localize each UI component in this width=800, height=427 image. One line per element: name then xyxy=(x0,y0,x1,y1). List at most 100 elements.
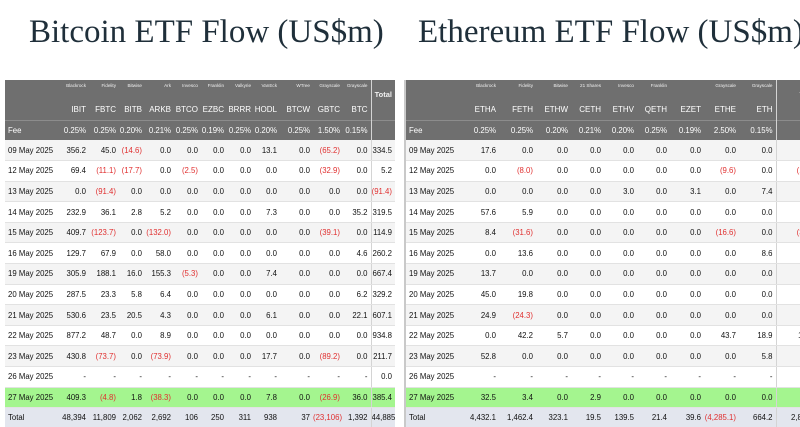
flow-value-cell: 0.0 xyxy=(637,325,670,347)
flow-value-cell: 0.0 xyxy=(536,387,571,409)
flow-value-cell: 0.0 xyxy=(536,222,571,244)
flow-value-cell: 530.6 xyxy=(58,304,89,326)
flow-value-cell: - xyxy=(604,366,637,388)
flow-value-cell: 6.1 xyxy=(254,304,280,326)
flow-value-cell: (32.9) xyxy=(313,160,343,182)
date-cell: 27 May 2025 xyxy=(5,387,58,409)
flow-row: 22 May 2025 0.0 42.2 5.7 0.0 0.0 0.0 0.0 43.7 18.… xyxy=(406,325,800,347)
flow-value-cell: 114.9 xyxy=(370,222,395,244)
flow-value-cell: 0.0 xyxy=(604,160,637,182)
flow-value-cell: (24.3) xyxy=(499,304,536,326)
ticker-header: BTC xyxy=(343,99,371,120)
issuer-header: Grayscale xyxy=(739,80,776,99)
flow-value-cell: 0.0 xyxy=(499,140,536,162)
fee-value: 0.20% xyxy=(119,119,145,140)
flow-value-cell: 0.0 xyxy=(536,242,571,265)
flow-value-cell: 0.0 xyxy=(571,345,604,368)
flow-value-cell: 0.0 xyxy=(174,181,201,203)
flow-value-cell: 13.6 xyxy=(499,242,536,265)
issuer-header: Invesco xyxy=(604,80,637,99)
flow-value-cell: 0.0 xyxy=(227,201,254,223)
flow-value-cell: 0.0 xyxy=(604,304,637,326)
flow-value-cell: 0.0 xyxy=(254,242,280,265)
flow-value-cell: 0.0 xyxy=(313,242,343,265)
fee-value: 0.20% xyxy=(604,119,637,140)
fee-value: 0.21% xyxy=(571,119,604,140)
flow-value-cell: 0.0 xyxy=(670,160,704,182)
flow-value-cell: 0.0 xyxy=(704,181,739,203)
flow-value-cell: (132.0) xyxy=(145,222,174,244)
flow-value-cell: 0.0 xyxy=(227,263,254,285)
ticker-header-row: ETHA FETH ETHW CETH ETHV QETH EZET ETHE ETH xyxy=(406,99,800,120)
flow-value-cell: - xyxy=(637,366,670,388)
date-cell: 22 May 2025 xyxy=(5,325,58,347)
ticker-header: ETHE xyxy=(704,99,739,120)
date-cell: 12 May 2025 xyxy=(406,160,461,182)
flow-value-cell: 0.0 xyxy=(739,387,776,409)
flow-value-cell: - xyxy=(227,366,254,388)
issuer-header: 21 Shares xyxy=(571,80,604,99)
flow-value-cell: 17.7 xyxy=(254,345,280,368)
flow-value-cell: 0.0 xyxy=(670,222,704,244)
issuer-header: VanEck xyxy=(254,80,280,99)
flow-value-cell: - xyxy=(670,366,704,388)
ticker-header: ETHA xyxy=(461,99,499,120)
flow-value-cell: (123.7) xyxy=(89,222,119,244)
flow-value-cell: 0.0 xyxy=(670,304,704,326)
issuer-header: Total xyxy=(775,80,800,99)
flow-value-cell: 0.0 xyxy=(280,325,313,347)
flow-value-cell: 0.0 xyxy=(499,181,536,203)
ticker-header: GBTC xyxy=(313,99,343,120)
flow-value-cell: 5.2 xyxy=(370,160,395,182)
flow-value-cell: 0.0 xyxy=(201,387,227,409)
flow-value-cell: 0.0 xyxy=(227,140,254,162)
flow-value-cell: 48.7 xyxy=(89,325,119,347)
flow-row: 27 May 202532.53.40.02.90.00.00.00.00.03… xyxy=(406,387,800,409)
flow-value-cell: 0.0 xyxy=(637,242,670,265)
flow-value-cell: 35.2 xyxy=(343,201,371,223)
flow-value-cell: - xyxy=(254,366,280,388)
total-value-cell: 48,394 xyxy=(58,407,89,427)
flow-value-cell: 0.0 xyxy=(775,366,800,388)
flow-value-cell: 17.6 xyxy=(775,140,800,162)
flow-row: 27 May 2025 409.3 (4.8) 1.8 (38.3) 0.0 0.0 0.0 7… xyxy=(5,387,395,409)
fee-value: 0.25% xyxy=(174,119,201,140)
total-row: Total 4,432.1 1,462.4 323.1 19.5 139.5 21.4 39.… xyxy=(406,407,800,427)
flow-value-cell: 0.0 xyxy=(670,387,704,409)
flow-value-cell: 18.9 xyxy=(739,325,776,347)
date-cell: 26 May 2025 xyxy=(5,366,58,388)
date-cell: 23 May 2025 xyxy=(406,345,461,368)
flow-value-cell: 334.5 xyxy=(370,140,395,162)
flow-value-cell: 0.0 xyxy=(227,304,254,326)
date-cell: 15 May 2025 xyxy=(5,222,58,244)
flow-value-cell: 3.1 xyxy=(670,181,704,203)
flow-row: 21 May 2025 530.6 23.5 20.5 4.3 0.0 0.0 0.0 6.1 0… xyxy=(5,304,395,326)
date-cell: 16 May 2025 xyxy=(5,242,58,265)
flow-value-cell: 0.0 xyxy=(343,160,371,182)
flow-value-cell: 7.8 xyxy=(254,387,280,409)
flow-value-cell: (73.9) xyxy=(145,345,174,368)
flow-value-cell: 23.3 xyxy=(89,284,119,306)
flow-value-cell: 0.0 xyxy=(536,345,571,368)
flow-value-cell: - xyxy=(145,366,174,388)
flow-value-cell: - xyxy=(739,366,776,388)
flow-value-cell: 0.0 xyxy=(670,242,704,265)
issuer-header: Bitwise xyxy=(536,80,571,99)
flow-value-cell: 430.8 xyxy=(58,345,89,368)
issuer-header-row: Blackrock Fidelity Bitwise Ark Invesco Frankl… xyxy=(5,80,395,99)
flow-value-cell: 0.0 xyxy=(174,387,201,409)
total-value-cell: 1,462.4 xyxy=(499,407,536,427)
flow-value-cell: 0.0 xyxy=(536,263,571,285)
flow-value-cell: 67.9 xyxy=(89,242,119,265)
flow-value-cell: 3.0 xyxy=(604,181,637,203)
flow-value-cell: 0.0 xyxy=(670,263,704,285)
flow-value-cell: 260.2 xyxy=(370,242,395,265)
total-value-cell: (23,106) xyxy=(313,407,343,427)
total-value-cell: 4,432.1 xyxy=(461,407,499,427)
date-cell: 14 May 2025 xyxy=(406,201,461,223)
ticker-header: BTCO xyxy=(174,99,201,120)
date-cell: 14 May 2025 xyxy=(5,201,58,223)
flow-value-cell: 24.9 xyxy=(461,304,499,326)
flow-value-cell: 19.8 xyxy=(499,284,536,306)
flow-value-cell: 7.3 xyxy=(254,201,280,223)
